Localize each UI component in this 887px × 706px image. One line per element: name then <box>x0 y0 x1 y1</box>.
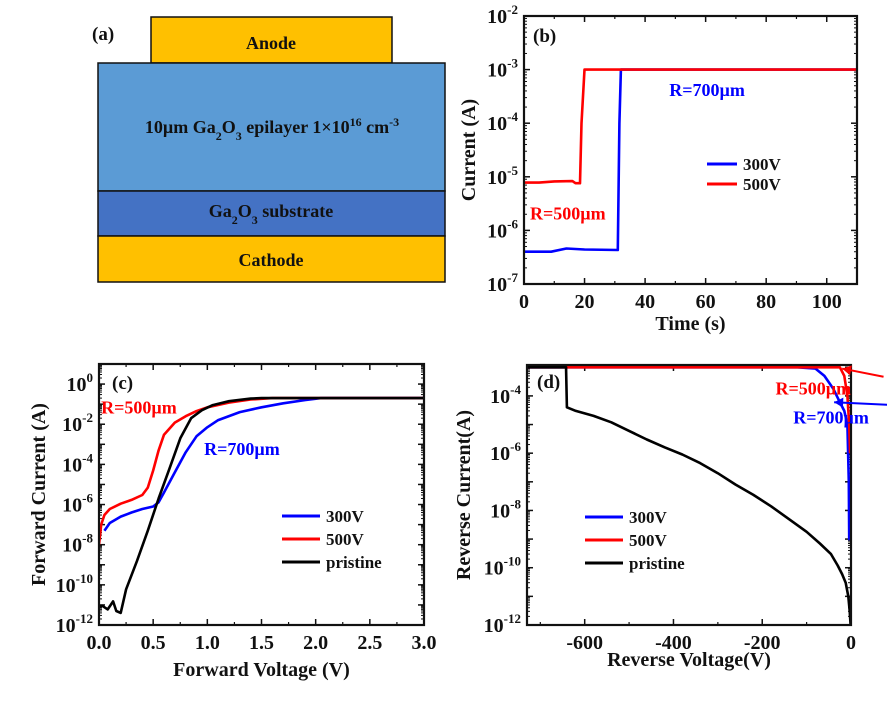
annotation-label: R=500µm <box>101 397 177 417</box>
x-tick-label: 100 <box>812 291 842 313</box>
annotation-arrowhead <box>834 397 844 408</box>
legend-label: pristine <box>326 553 382 572</box>
y-tick-label: 10-4 <box>487 109 518 135</box>
panel-c-chart: 0.0 0.5 1.0 1.5 2.0 2.5 3.0 10-12 10-10 10-8 10-6 1… <box>28 362 437 681</box>
y-tick-label: 10-10 <box>56 571 93 597</box>
y-tick-label: 10-10 <box>484 554 521 580</box>
x-tick-label: 60 <box>696 291 716 313</box>
panel-b-chart: 0 20 40 60 80 100 10-7 10-6 10-5 10-4 10-3 10-2 (b) T… <box>458 2 859 335</box>
legend-label: pristine <box>629 554 685 573</box>
x-tick-label: -200 <box>744 632 781 654</box>
panel-a-label: (a) <box>92 24 114 45</box>
cathode-layer <box>97 235 446 283</box>
series-line-300V <box>524 68 857 253</box>
substrate-label: Ga2O3 substrate <box>209 201 334 227</box>
y-tick-label: 10-2 <box>62 410 93 436</box>
y-tick-label: 10-6 <box>487 216 518 242</box>
series-line-500V <box>527 365 851 454</box>
x-tick-label: 2.0 <box>303 632 328 654</box>
series-line-pristine <box>99 396 424 615</box>
epilayer-label: 10µm Ga2O3 epilayer 1×1016 cm-3 <box>145 115 399 143</box>
annotation-label: R=700µm <box>669 80 745 100</box>
y-tick-label: 10-12 <box>484 611 521 637</box>
x-tick-label: 0.0 <box>87 632 112 654</box>
y-axis-title: Reverse Current(A) <box>453 410 475 580</box>
y-tick-label: 10-4 <box>62 450 93 476</box>
panel-d-chart: -600 -400 -200 0 10-12 10-10 10-8 10-6 10-4 (d) Re… <box>453 363 887 671</box>
x-tick-label: 20 <box>575 291 595 313</box>
x-tick-label: -600 <box>566 632 603 654</box>
y-tick-label: 10-4 <box>490 382 521 408</box>
x-tick-label: 0.5 <box>141 632 166 654</box>
substrate-layer <box>97 190 446 237</box>
y-tick-label: 10-8 <box>62 531 93 557</box>
y-tick-label: 10-5 <box>487 163 518 189</box>
y-axis-title: Current (A) <box>458 99 480 201</box>
panel-label: (d) <box>537 372 560 393</box>
legend: 300V 500V pristine <box>282 507 382 572</box>
series-line-500V <box>99 396 424 545</box>
annotation-arrow <box>834 401 887 406</box>
series-group <box>527 365 851 625</box>
x-tick-label: 3.0 <box>412 632 437 654</box>
legend-label: 500V <box>326 530 365 549</box>
annotation-label: R=500µm <box>776 379 852 399</box>
x-tick-label: 0 <box>519 291 529 313</box>
x-tick-label: 80 <box>756 291 776 313</box>
legend-label: 300V <box>743 155 782 174</box>
plot-frame <box>97 362 426 627</box>
legend-label: 500V <box>743 175 782 194</box>
legend-label: 300V <box>326 507 365 526</box>
panel-label: (b) <box>533 26 556 47</box>
panel-label: (c) <box>112 373 133 394</box>
x-tick-label: 0 <box>846 632 856 654</box>
series-line-300V <box>103 396 424 532</box>
x-axis-title: Reverse Voltage(V) <box>607 649 771 671</box>
y-tick-label: 10-2 <box>487 2 518 28</box>
x-tick-label: 1.0 <box>195 632 220 654</box>
x-tick-label: 1.5 <box>249 632 274 654</box>
y-tick-label: 10-3 <box>487 56 518 82</box>
axis-ticks <box>527 365 852 626</box>
y-tick-label: 10-8 <box>490 496 521 522</box>
anode-layer <box>150 16 393 64</box>
y-axis-title: Forward Current (A) <box>28 403 50 586</box>
legend-label: 300V <box>629 508 668 527</box>
y-tick-label: 100 <box>67 370 94 396</box>
x-tick-label: -400 <box>655 632 692 654</box>
x-axis-title: Forward Voltage (V) <box>173 659 350 681</box>
series-line-500V <box>524 68 857 185</box>
y-tick-label: 10-7 <box>487 270 518 296</box>
series-line-pristine <box>527 365 851 625</box>
x-tick-label: 2.5 <box>357 632 382 654</box>
x-tick-label: 40 <box>635 291 655 313</box>
y-tick-label: 10-6 <box>490 439 521 465</box>
panel-a-diagram: (a) Anode 10µm Ga2O3 epilayer 1×1016 cm-… <box>92 16 446 283</box>
annotation-label: R=500µm <box>530 203 606 223</box>
y-tick-label: 10-12 <box>56 611 93 637</box>
series-group <box>524 68 857 253</box>
x-axis-title: Time (s) <box>655 313 725 335</box>
annotation-label: R=700µm <box>204 439 280 459</box>
annotation-arrowhead <box>842 365 852 376</box>
plot-frame <box>525 363 853 627</box>
epilayer-layer <box>97 62 446 192</box>
plot-frame <box>522 14 859 286</box>
series-group <box>99 396 424 615</box>
axis-ticks <box>523 15 857 285</box>
cathode-label: Cathode <box>238 250 303 270</box>
anode-label: Anode <box>246 33 296 53</box>
legend: 300V 500V pristine <box>585 508 685 573</box>
y-tick-label: 10-6 <box>62 491 93 517</box>
legend-label: 500V <box>629 531 668 550</box>
annotation-label: R=700µm <box>793 407 869 427</box>
